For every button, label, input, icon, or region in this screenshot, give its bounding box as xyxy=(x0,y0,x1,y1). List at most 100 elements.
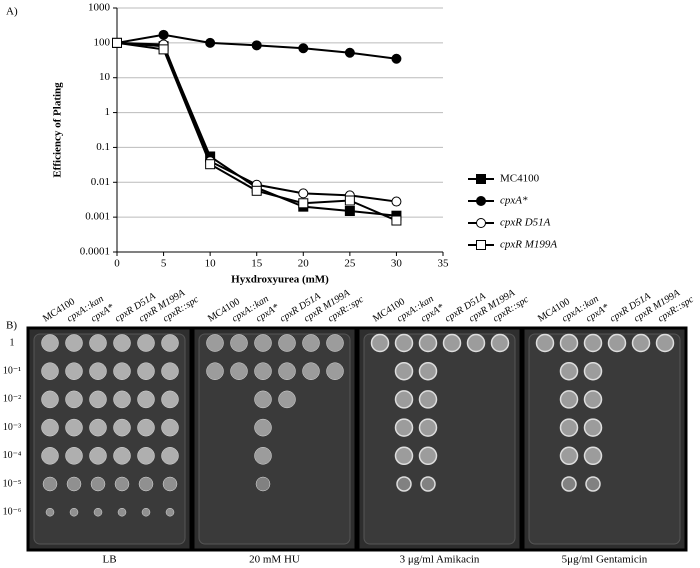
colony-spot xyxy=(138,476,154,492)
colony-spot xyxy=(302,334,320,352)
row-label: 10⁻² xyxy=(3,394,21,405)
colony-spot xyxy=(41,390,59,409)
plate-inner xyxy=(198,333,351,545)
colony-spot xyxy=(90,476,106,492)
colony-spot xyxy=(561,476,577,492)
marker xyxy=(298,198,309,209)
colony-spot xyxy=(206,334,224,352)
colony-spot xyxy=(559,390,579,409)
colony-spot xyxy=(585,476,601,492)
colony-spot xyxy=(418,361,438,381)
colony-spot xyxy=(66,476,82,492)
y-tick-label: 1000 xyxy=(88,2,111,14)
colony-spot xyxy=(89,362,107,380)
colony-spot xyxy=(583,390,603,409)
colony-spot xyxy=(137,390,155,409)
colony-spot xyxy=(559,446,579,466)
marker xyxy=(391,53,402,64)
y-tick-label: 10 xyxy=(99,71,111,83)
colony-spot xyxy=(161,362,179,380)
legend-label: MC4100 xyxy=(500,173,540,185)
colony-spot xyxy=(254,447,272,465)
colony-spot xyxy=(89,390,107,409)
colony-spot xyxy=(278,362,296,380)
colony-spot xyxy=(89,447,107,465)
colony-spot xyxy=(41,418,59,437)
colony-spot xyxy=(230,334,248,352)
colony-spot xyxy=(394,418,414,437)
panel-label: B) xyxy=(6,320,17,332)
colony-spot xyxy=(418,446,438,466)
colony-spot xyxy=(113,447,131,465)
row-label: 10⁻¹ xyxy=(3,365,21,376)
x-tick-label: 10 xyxy=(205,258,217,270)
panel-label: A) xyxy=(6,6,18,18)
y-tick-label: 0.001 xyxy=(85,211,110,223)
colony-spot xyxy=(583,333,603,353)
colony-spot xyxy=(113,362,131,380)
x-tick-label: 0 xyxy=(114,258,120,270)
colony-spot xyxy=(113,390,131,409)
colony-spot xyxy=(113,334,131,352)
plate-caption: LB xyxy=(102,554,116,566)
row-label: 10⁻⁴ xyxy=(3,450,22,461)
colony-spot xyxy=(442,333,462,353)
legend-marker xyxy=(476,196,486,206)
plate-caption: 5μg/ml Gentamicin xyxy=(562,554,648,566)
plate-inner xyxy=(33,333,186,545)
colony-spot xyxy=(418,333,438,353)
row-label: 10⁻³ xyxy=(3,422,21,433)
marker xyxy=(344,206,355,217)
legend-label: cpxR M199A xyxy=(500,239,557,251)
colony-spot xyxy=(418,390,438,409)
colony-spot xyxy=(137,418,155,437)
colony-spot xyxy=(114,476,130,492)
y-tick-label: 0.01 xyxy=(91,176,110,188)
colony-spot xyxy=(41,334,59,352)
plate-caption: 3 μg/ml Amikacin xyxy=(400,554,480,566)
colony-spot xyxy=(394,333,414,353)
colony-spot xyxy=(420,476,436,492)
x-tick-label: 25 xyxy=(344,258,356,270)
marker xyxy=(112,37,122,48)
colony-spot xyxy=(254,390,272,409)
colony-spot xyxy=(583,418,603,437)
colony-spot xyxy=(69,507,79,517)
colony-spot xyxy=(165,507,175,517)
marker xyxy=(391,215,402,226)
colony-spot xyxy=(141,507,151,517)
colony-spot xyxy=(41,447,59,465)
row-label: 1 xyxy=(10,337,15,348)
colony-spot xyxy=(137,334,155,352)
marker xyxy=(391,196,402,207)
colony-spot xyxy=(65,362,83,380)
colony-spot xyxy=(137,447,155,465)
colony-spot xyxy=(161,418,179,437)
y-axis-label: Efficiency of Plating xyxy=(52,82,64,178)
colony-spot xyxy=(278,390,296,409)
colony-spot xyxy=(65,418,83,437)
plate-inner xyxy=(363,333,516,545)
colony-spot xyxy=(559,418,579,437)
colony-spot xyxy=(65,334,83,352)
legend-marker xyxy=(476,240,486,250)
colony-spot xyxy=(559,333,579,353)
marker xyxy=(251,40,262,51)
colony-spot xyxy=(655,333,675,353)
colony-spot xyxy=(89,418,107,437)
colony-spot xyxy=(559,361,579,381)
colony-spot xyxy=(254,334,272,352)
marker xyxy=(158,29,169,40)
colony-spot xyxy=(89,334,107,352)
colony-spot xyxy=(418,418,438,437)
colony-spot xyxy=(117,507,127,517)
legend-marker xyxy=(476,218,486,228)
colony-spot xyxy=(45,507,55,517)
legend-label: cpxR D51A xyxy=(500,217,551,229)
colony-spot xyxy=(396,476,412,492)
marker xyxy=(298,43,309,54)
y-tick-label: 0.1 xyxy=(96,141,110,153)
marker xyxy=(205,159,216,170)
series-line xyxy=(116,41,397,203)
